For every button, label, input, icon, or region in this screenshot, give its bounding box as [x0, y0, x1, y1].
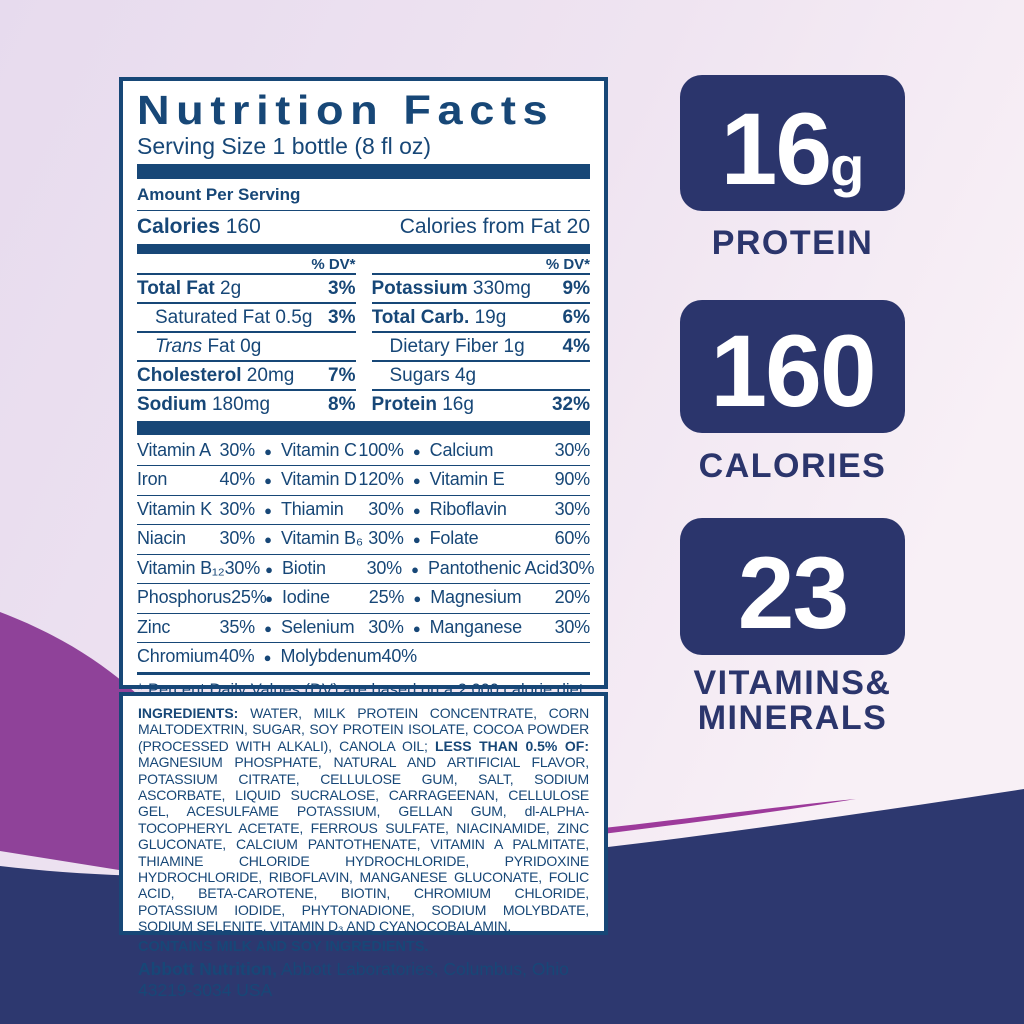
bullet-icon: ●: [264, 532, 272, 548]
nutrition-facts-panel: Nutrition Facts Serving Size 1 bottle (8…: [119, 77, 608, 699]
calories-caption: CALORIES: [698, 447, 887, 485]
vitamin-row: Iron 40% ● Vitamin D 120% ● Vitamin E 90%: [137, 466, 590, 496]
manufacturer-line: Abbott Nutrition, Abbott Laboratories, C…: [138, 958, 569, 1000]
ingredients-panel: INGREDIENTS: WATER, MILK PROTEIN CONCENT…: [119, 692, 608, 1000]
vitamin-row: Zinc 35% ● Selenium 30% ● Manganese 30%: [137, 614, 590, 644]
nutrient-row-cholesterol: Cholesterol 20mg 7%: [137, 359, 356, 389]
bullet-icon: ●: [412, 532, 421, 548]
vitamin-row: Chromium 40% ● Molybdenum 40%: [137, 643, 590, 672]
bullet-icon: ●: [264, 620, 272, 636]
vitamin-row: Vitamin A 30% ● Vitamin C 100% ● Calcium 30%: [137, 437, 590, 467]
bullet-icon: ●: [265, 591, 273, 607]
serving-size: Serving Size 1 bottle (8 fl oz): [137, 133, 432, 160]
bullet-icon: ●: [412, 443, 421, 459]
bullet-icon: ●: [264, 502, 272, 518]
bullet-icon: ●: [412, 502, 421, 518]
nutrition-facts-title: Nutrition Facts: [137, 87, 555, 133]
protein-caption: PROTEIN: [711, 224, 874, 262]
purple-swoosh-shape: [0, 612, 138, 872]
nutrient-row-total-fat: Total Fat 2g 3%: [137, 272, 356, 302]
divider-bar-thick: [137, 420, 590, 435]
bullet-icon: ●: [411, 561, 419, 577]
nutrient-column-left: % DV* Total Fat 2g 3% Saturated Fat 0.5g…: [137, 256, 356, 418]
bullet-icon: ●: [263, 650, 272, 666]
nutrient-column-right: % DV* Potassium 330mg 9% Total Carb. 19g…: [371, 255, 590, 418]
protein-grams-value: 16: [720, 92, 832, 207]
vitamins-caption-line2: MINERALS: [697, 698, 888, 737]
calories: Calories 160: [137, 214, 261, 238]
nutrient-row-protein: Protein 16g 32%: [371, 388, 590, 418]
nutrient-row-saturated-fat: Saturated Fat 0.5g 3%: [137, 301, 356, 331]
vitamins-badge: 23: [680, 518, 905, 655]
ingredients-text: INGREDIENTS: WATER, MILK PROTEIN CONCENT…: [138, 705, 589, 935]
protein-grams-unit: g: [830, 135, 865, 198]
calories-row: Calories 160 Calories from Fat 20: [137, 211, 590, 243]
nutrient-columns: % DV* Total Fat 2g 3% Saturated Fat 0.5g…: [137, 256, 590, 418]
vitamins-count-value: 23: [737, 536, 849, 651]
vitamin-row: Niacin 30% ● Vitamin B₆ 30% ● Folate 60%: [137, 525, 590, 555]
nutrient-row-dietary-fiber: Dietary Fiber 1g 4%: [371, 330, 590, 360]
bullet-icon: ●: [412, 473, 421, 489]
allergen-statement: CONTAINS MILK AND SOY INGREDIENTS.: [138, 938, 429, 955]
dv-header: % DV*: [311, 255, 356, 273]
nutrient-row-trans-fat: Trans Fat 0g: [137, 330, 356, 360]
vitamins-table: Vitamin A 30% ● Vitamin C 100% ● Calcium 30% …: [137, 437, 595, 672]
nutrient-row-sugars: Sugars 4g: [371, 359, 590, 389]
calories-badge: 160: [680, 300, 905, 433]
amount-per-serving: Amount Per Serving: [137, 184, 590, 211]
bullet-icon: ●: [412, 620, 421, 636]
nutrient-row-potassium: Potassium 330mg 9%: [371, 272, 590, 302]
calories-from-fat: Calories from Fat 20: [399, 214, 590, 238]
magenta-sliver-shape: [545, 799, 856, 841]
calories-value: 160: [710, 314, 876, 429]
bullet-icon: ●: [413, 591, 422, 607]
bullet-icon: ●: [265, 561, 273, 577]
divider-bar-medium: [137, 243, 590, 254]
nutrient-row-total-carb: Total Carb. 19g 6%: [371, 301, 590, 331]
vitamins-caption: VITAMINS& MINERALS: [655, 666, 930, 735]
vitamin-row: Phosphorus 25% ● Iodine 25% ● Magnesium 20%: [137, 584, 590, 614]
nutrient-row-sodium: Sodium 180mg 8%: [137, 388, 356, 418]
bullet-icon: ●: [264, 473, 272, 489]
vitamins-caption-line1: VITAMINS&: [693, 664, 892, 702]
protein-badge: 16 g: [680, 75, 905, 211]
dv-header: % DV*: [545, 255, 590, 273]
divider-bar-thick: [137, 164, 590, 180]
bullet-icon: ●: [264, 443, 272, 459]
vitamin-row: Vitamin B₁₂ 30% ● Biotin 30% ● Pantothenic A…: [137, 555, 595, 585]
vitamin-row: Vitamin K 30% ● Thiamin 30% ● Riboflavin 30%: [137, 496, 590, 526]
